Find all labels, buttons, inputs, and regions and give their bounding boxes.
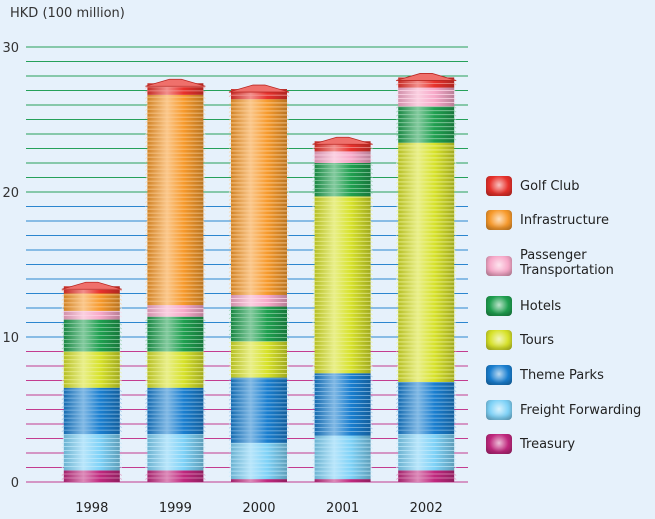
- bar-segment-theme-parks: [395, 381, 457, 435]
- bars: [61, 73, 457, 482]
- bar-segment-hotels: [61, 319, 123, 352]
- legend-label: Golf Club: [520, 178, 580, 194]
- bar-segment-tours: [145, 351, 206, 388]
- bar-segment-freight-forwarding: [312, 435, 373, 480]
- bar-stack-2001: [312, 136, 373, 482]
- bar-segment-golf-club: [145, 83, 206, 95]
- legend-label: Hotels: [520, 298, 562, 314]
- bar-segment-treasury: [395, 470, 457, 482]
- bar-segment-tours: [61, 351, 123, 388]
- legend-swatch: [486, 296, 512, 316]
- legend-item-tours: Tours: [486, 330, 650, 350]
- bar-stack-2000: [228, 84, 290, 482]
- x-tick-label-1998: 1998: [75, 501, 108, 516]
- bar-segment-infrastructure: [228, 99, 290, 295]
- x-tick-label-2000: 2000: [242, 501, 275, 516]
- bar-segment-passenger-transportation: [61, 310, 123, 320]
- legend-swatch: [486, 176, 512, 196]
- bar-segment-passenger-transportation: [145, 305, 206, 317]
- bar-segment-freight-forwarding: [145, 434, 206, 471]
- bar-segment-theme-parks: [312, 373, 373, 436]
- legend-label: Infrastructure: [520, 212, 609, 228]
- y-tick-label: 10: [2, 331, 19, 346]
- bar-segment-passenger-transportation: [312, 151, 373, 163]
- bar-stack-2002: [395, 73, 457, 482]
- bar-segment-freight-forwarding: [61, 434, 123, 471]
- bar-segment-infrastructure: [145, 94, 206, 306]
- bar-segment-hotels: [145, 316, 206, 352]
- legend-item-theme-parks: Theme Parks: [486, 365, 650, 385]
- legend-item-hotels: Hotels: [486, 296, 650, 316]
- bar-stack-1999: [145, 78, 206, 482]
- bar-segment-theme-parks: [145, 387, 206, 435]
- legend-label: Passenger Transportation: [520, 248, 614, 278]
- x-tick-label-2002: 2002: [410, 501, 443, 516]
- bar-segment-infrastructure: [61, 293, 123, 311]
- x-tick-label-1999: 1999: [159, 501, 192, 516]
- bar-segment-treasury: [314, 479, 371, 482]
- bar-segment-treasury: [231, 479, 287, 482]
- x-tick-label-2001: 2001: [326, 501, 359, 516]
- bar-segment-hotels: [395, 106, 457, 143]
- bar-segment-tours: [312, 196, 373, 374]
- bar-top-cap: [61, 281, 122, 290]
- legend-label: Treasury: [520, 436, 576, 452]
- legend-label: Freight Forwarding: [520, 402, 642, 418]
- legend-item-infrastructure: Infrastructure: [486, 210, 650, 230]
- bar-segment-theme-parks: [228, 377, 290, 443]
- bar-segment-hotels: [228, 306, 290, 342]
- bar-segment-treasury: [61, 470, 123, 482]
- bar-segment-theme-parks: [61, 387, 123, 435]
- bar-segment-tours: [395, 142, 457, 382]
- y-axis-unit-label: HKD (100 million): [10, 6, 125, 21]
- y-tick-label: 30: [2, 41, 19, 56]
- legend-label: Tours: [520, 332, 555, 348]
- legend-swatch: [486, 210, 512, 230]
- legend-swatch: [486, 256, 512, 276]
- legend-swatch: [486, 400, 512, 420]
- bar-segment-treasury: [145, 470, 206, 482]
- bar-segment-freight-forwarding: [228, 442, 290, 480]
- bar-segment-freight-forwarding: [395, 434, 457, 471]
- legend-label: Theme Parks: [520, 367, 604, 383]
- legend-item-freight-forwarding: Freight Forwarding: [486, 400, 650, 420]
- legend-swatch: [486, 434, 512, 454]
- bar-top-cap: [228, 84, 290, 93]
- y-tick-label: 20: [2, 186, 19, 201]
- bar-top-cap: [312, 136, 373, 145]
- bar-top-cap: [396, 73, 457, 81]
- bar-top-cap: [145, 78, 206, 87]
- bar-segment-passenger-transportation: [228, 294, 290, 307]
- legend-swatch: [486, 365, 512, 385]
- legend-swatch: [486, 330, 512, 350]
- legend-item-passenger-transportation: Passenger Transportation: [486, 248, 632, 278]
- bar-stack-1998: [61, 281, 123, 482]
- legend-item-golf-club: Golf Club: [486, 176, 650, 196]
- legend-item-treasury: Treasury: [486, 434, 650, 454]
- bar-segment-passenger-transportation: [395, 87, 457, 107]
- y-tick-label: 0: [11, 476, 19, 491]
- bar-segment-hotels: [312, 163, 373, 197]
- bar-segment-tours: [228, 341, 290, 378]
